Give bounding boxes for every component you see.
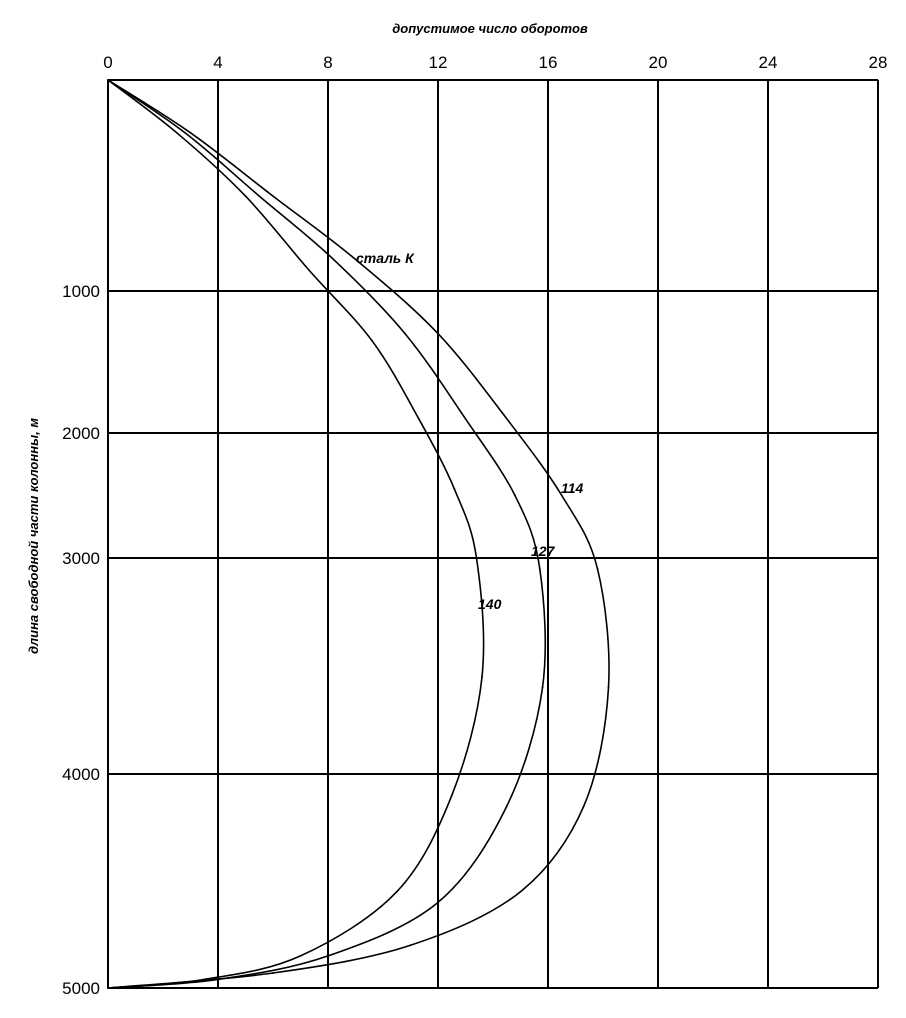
- series-point-127: [332, 258, 335, 261]
- series-point-140: [417, 417, 420, 420]
- series-point-114: [596, 567, 599, 570]
- series-point-127: [538, 567, 541, 570]
- x-tick-label: 20: [649, 53, 668, 72]
- series-point-140: [395, 890, 398, 893]
- series-point-140: [481, 675, 483, 678]
- series-point-114: [560, 494, 563, 497]
- series-line-127: [107, 79, 547, 989]
- series-point-140: [453, 488, 456, 491]
- x-tick-label: 16: [539, 53, 558, 72]
- series-point-140: [475, 557, 478, 559]
- x-axis-title: допустимое число оборотов: [392, 21, 588, 36]
- series-point-127: [505, 805, 508, 807]
- series-point-114: [582, 805, 585, 807]
- series-point-114: [519, 890, 522, 893]
- x-tick-label: 8: [323, 53, 332, 72]
- x-tick-label: 4: [213, 53, 222, 72]
- y-tick-label: 2000: [62, 424, 100, 443]
- series-point-140: [371, 339, 373, 342]
- series-point-127: [404, 332, 406, 335]
- grid: [107, 79, 879, 989]
- series-point-114: [409, 944, 412, 947]
- series-point-140: [307, 269, 310, 271]
- y-tick-label: 4000: [62, 765, 100, 784]
- series-point-127: [464, 417, 467, 420]
- series-point-114: [607, 686, 610, 689]
- y-tick-label: 1000: [62, 282, 100, 301]
- series-label-127: 127: [531, 543, 556, 559]
- series-point-114: [272, 972, 274, 974]
- x-tick-label: 28: [869, 53, 888, 72]
- series-lines: [107, 79, 610, 989]
- y-axis-title: длина свободной части колонны, м: [26, 418, 41, 654]
- series-label-114: 114: [561, 480, 584, 496]
- x-tick-label: 0: [103, 53, 112, 72]
- y-tick-label: 5000: [62, 979, 100, 998]
- series-label-140: 140: [478, 596, 502, 612]
- x-tick-label: 12: [429, 53, 448, 72]
- series-point-140: [107, 987, 109, 989]
- series-point-127: [437, 901, 439, 904]
- series-point-127: [258, 195, 261, 197]
- series-point-127: [184, 131, 186, 134]
- series-point-127: [327, 955, 329, 957]
- series-point-114: [272, 195, 274, 197]
- annotation-steel-k: сталь К: [356, 250, 415, 266]
- series-point-140: [175, 131, 178, 134]
- series-point-140: [244, 195, 247, 197]
- series-point-114: [505, 417, 508, 420]
- series-point-140: [107, 79, 109, 81]
- y-tick-labels: 1000 2000 3000 4000 5000: [62, 282, 100, 998]
- series-labels: 114 127 140: [478, 480, 584, 612]
- series-point-127: [514, 494, 516, 497]
- series-point-127: [541, 686, 544, 689]
- y-tick-label: 3000: [62, 549, 100, 568]
- series-point-114: [354, 258, 357, 261]
- series-point-114: [437, 332, 439, 335]
- x-tick-label: 24: [759, 53, 778, 72]
- series-point-140: [299, 955, 302, 957]
- series-point-114: [189, 131, 192, 134]
- series-point-140: [450, 794, 453, 797]
- series-line-140: [107, 79, 485, 989]
- x-tick-labels: 0 4 8 12 16 20 24 28: [103, 53, 887, 72]
- series-line-114: [107, 79, 610, 989]
- series-point-140: [203, 978, 206, 981]
- series-point-127: [217, 978, 219, 981]
